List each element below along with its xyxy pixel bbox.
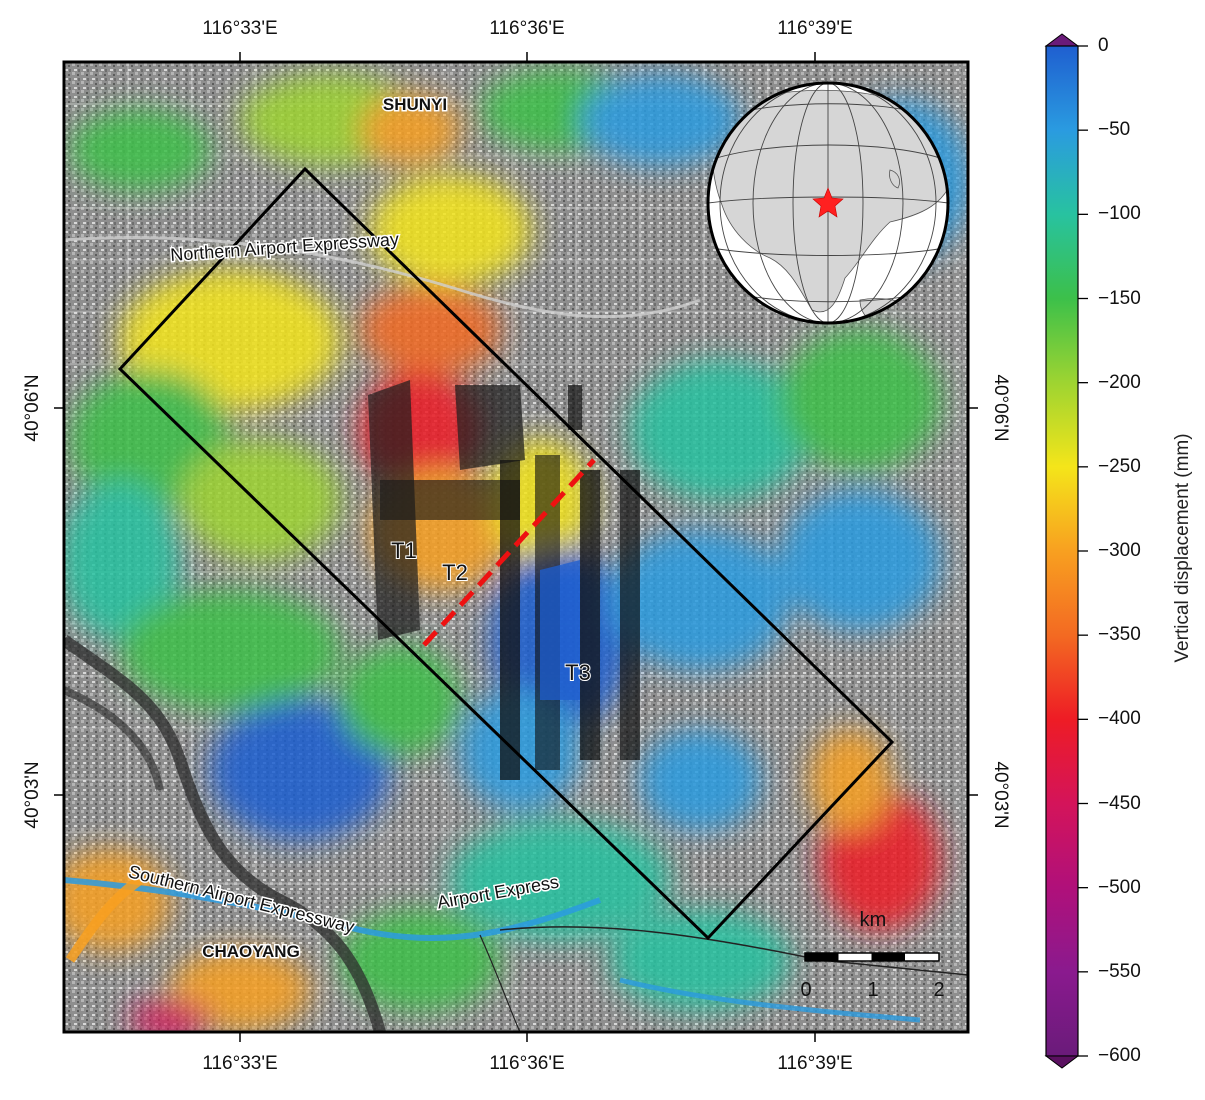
colorbar-tick-label: −500 bbox=[1098, 876, 1141, 898]
colorbar-tick-label: −350 bbox=[1098, 624, 1141, 646]
colorbar-title: Vertical displacement (mm) bbox=[1172, 433, 1193, 663]
terminal-label-t3: T3 bbox=[565, 660, 591, 685]
right-tick-label-2: 40°03'N bbox=[990, 761, 1011, 829]
roads bbox=[64, 235, 968, 1032]
colorbar-tick-marks bbox=[1078, 45, 1088, 1057]
profile-line bbox=[422, 458, 596, 647]
terminal-label-t2: T2 bbox=[442, 560, 468, 585]
colorbar-tick-label: −600 bbox=[1098, 1045, 1141, 1066]
colorbar-tick-label: −550 bbox=[1098, 960, 1141, 982]
scale-label-1: 1 bbox=[867, 979, 878, 1001]
colorbar-tick-label: −100 bbox=[1098, 203, 1141, 225]
colorbar-tick-label: −450 bbox=[1098, 792, 1141, 814]
colorbar-tick-label: −50 bbox=[1098, 119, 1131, 141]
river bbox=[64, 635, 386, 1032]
scale-label-2: 2 bbox=[933, 979, 944, 1001]
colorbar-tick-label: −300 bbox=[1098, 540, 1141, 561]
colorbar-tick-label: −150 bbox=[1098, 287, 1141, 309]
graticule bbox=[708, 83, 948, 323]
colorbar-tick-label: −200 bbox=[1098, 371, 1141, 393]
scale-label-0: 0 bbox=[800, 979, 811, 1001]
bottom-tick-label-1: 116°33'E bbox=[202, 1053, 278, 1074]
top-tick-label-2: 116°36'E bbox=[489, 18, 565, 39]
study-area-frame bbox=[117, 166, 895, 941]
colorbar-gradient bbox=[1045, 45, 1079, 1057]
colorbar-tick-label: −250 bbox=[1098, 455, 1141, 477]
bottom-tick-label-2: 116°36'E bbox=[489, 1053, 565, 1074]
top-tick-label-1: 116°33'E bbox=[202, 18, 278, 39]
colorbar-bottom-arrow bbox=[1044, 1055, 1080, 1069]
scale-unit: km bbox=[860, 909, 887, 931]
top-tick-label-3: 116°39'E bbox=[777, 18, 853, 39]
airport-runways bbox=[368, 380, 640, 780]
left-tick-label-1: 40°06'N bbox=[22, 374, 43, 442]
colorbar bbox=[1044, 33, 1088, 1069]
scale-bar: km 0 1 2 bbox=[800, 909, 944, 1001]
colorbar-tick-label: −400 bbox=[1098, 708, 1141, 730]
location-star-icon bbox=[812, 187, 844, 218]
colorbar-top-arrow bbox=[1044, 33, 1080, 47]
colorbar-tick-label: 0 bbox=[1098, 35, 1109, 56]
place-label-chaoyang: CHAOYANG bbox=[202, 942, 300, 961]
right-tick-label-1: 40°06'N bbox=[990, 374, 1011, 442]
map-frame bbox=[62, 60, 970, 1034]
bottom-tick-label-3: 116°39'E bbox=[777, 1053, 853, 1074]
place-label-shunyi: SHUNYI bbox=[383, 95, 447, 114]
left-tick-label-2: 40°03'N bbox=[22, 761, 43, 829]
terminal-label-t1: T1 bbox=[391, 538, 417, 563]
map-tick-marks bbox=[54, 52, 978, 1042]
